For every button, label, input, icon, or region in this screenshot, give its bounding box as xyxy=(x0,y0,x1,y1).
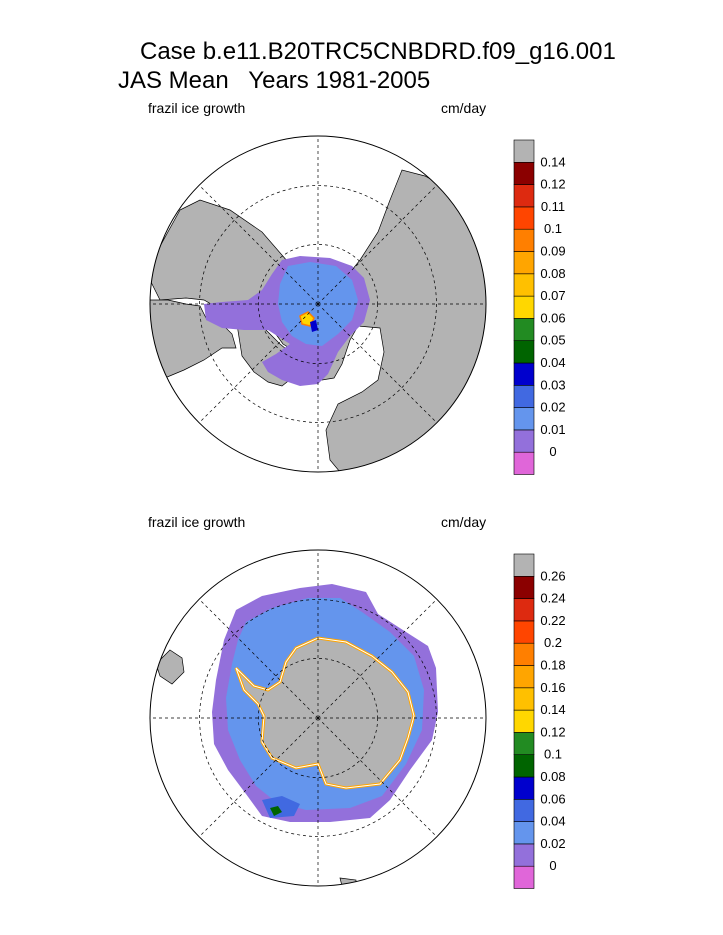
south-colorbar-swatch xyxy=(513,620,535,644)
south-colorbar-swatch xyxy=(513,732,535,756)
north-colorbar-tick-label: 0.12 xyxy=(540,177,565,192)
south-colorbar-swatch xyxy=(513,754,535,778)
south-latitude-circle xyxy=(199,599,437,837)
south-colorbar-tick-label: 0.12 xyxy=(540,724,565,739)
south-colorbar-tick-label: 0.06 xyxy=(540,791,565,806)
south-colorbar-swatch xyxy=(513,865,535,889)
north-colorbar-swatch xyxy=(513,318,535,341)
south-colorbar-tick-label: 0.18 xyxy=(540,658,565,673)
south-meridian-line xyxy=(317,717,438,838)
north-colorbar-tick-label: 0.07 xyxy=(540,288,565,303)
south-latitude-circle xyxy=(258,658,378,778)
north-colorbar-swatch xyxy=(513,451,535,475)
south-meridian-line xyxy=(198,717,319,838)
south-colorbar-tick-label: 0.08 xyxy=(540,769,565,784)
north-colorbar-swatch xyxy=(513,251,535,275)
south-colorbar-swatch xyxy=(513,553,535,577)
south-colorbar-swatch xyxy=(513,798,535,822)
south-colorbar-swatch xyxy=(513,598,535,622)
north-colorbar-swatch xyxy=(513,407,535,431)
panel2-variable-label: frazil ice growth xyxy=(148,514,246,530)
south-colorbar-tick-label: 0.22 xyxy=(540,613,565,628)
north-colorbar-tick-label: 0.09 xyxy=(540,244,565,259)
north-colorbar-tick-label: 0.02 xyxy=(540,400,565,415)
south-land-antarctica-edge xyxy=(235,637,415,789)
south-colorbar-swatch xyxy=(513,821,535,845)
south-colorbar-tick-label: 0 xyxy=(549,858,556,873)
south-colorbar-swatch xyxy=(513,776,535,800)
panel1-variable-label: frazil ice growth xyxy=(148,100,246,116)
north-colorbar-tick-label: 0.11 xyxy=(541,199,565,214)
south-meridian-line xyxy=(317,598,438,719)
north-colorbar-tick-label: 0.08 xyxy=(540,266,565,281)
south-ice-strong xyxy=(262,796,300,818)
south-colorbar-swatch xyxy=(513,665,535,689)
colorbar-south: 0 0.02 0.04 0.06 0.08 0.1 0.12 0.14 0.16 0.18 0.2 0… xyxy=(513,553,566,889)
north-colorbar-swatch xyxy=(513,273,535,297)
south-colorbar-tick-label: 0.24 xyxy=(540,591,565,606)
south-map-border xyxy=(149,549,487,887)
south-colorbar-tick-label: 0.1 xyxy=(544,747,562,762)
north-polar-map xyxy=(149,135,487,473)
south-colorbar-tick-label: 0.02 xyxy=(540,836,565,851)
north-colorbar-tick-label: 0.04 xyxy=(540,355,565,370)
chart-title-line2: JAS Mean Years 1981-2005 xyxy=(118,67,431,94)
north-colorbar-tick-label: 0.01 xyxy=(540,422,565,437)
south-polar-map xyxy=(149,549,487,887)
north-colorbar-swatch xyxy=(513,384,535,408)
colorbar-north: 0 0.01 0.02 0.03 0.04 0.05 0.06 0.07 0.08 0.09 0.1… xyxy=(513,139,566,475)
south-colorbar-tick-label: 0.26 xyxy=(540,568,565,583)
north-colorbar-swatch xyxy=(513,184,535,208)
north-meridian-line xyxy=(198,303,319,424)
north-colorbar-swatch xyxy=(513,362,535,386)
north-colorbar-swatch xyxy=(513,340,535,364)
north-colorbar-tick-label: 0.14 xyxy=(540,154,565,169)
north-colorbar-tick-label: 0.05 xyxy=(540,333,565,348)
south-colorbar-tick-label: 0.04 xyxy=(540,814,565,829)
north-colorbar-tick-label: 0 xyxy=(549,444,556,459)
south-ice-spot xyxy=(270,806,282,816)
panel1-units-label: cm/day xyxy=(441,100,487,116)
north-colorbar-swatch xyxy=(513,228,535,252)
north-meridian-line xyxy=(317,303,438,424)
north-colorbar-swatch xyxy=(513,139,535,163)
north-colorbar-swatch xyxy=(513,295,535,319)
north-meridian-line xyxy=(198,184,319,305)
north-latitude-circle xyxy=(258,244,378,364)
north-colorbar-tick-label: 0.03 xyxy=(540,377,565,392)
north-ice-hotspot-core xyxy=(310,320,318,332)
south-colorbar-tick-label: 0.2 xyxy=(544,635,562,650)
north-colorbar-tick-label: 0.06 xyxy=(540,310,565,325)
south-colorbar-swatch xyxy=(513,843,535,867)
south-colorbar-swatch xyxy=(513,709,535,733)
north-map-border xyxy=(149,135,487,473)
north-latitude-circle xyxy=(199,185,437,423)
south-colorbar-swatch xyxy=(513,642,535,666)
south-grid xyxy=(150,550,486,886)
north-colorbar-swatch xyxy=(513,429,535,453)
south-colorbar-swatch xyxy=(513,687,535,711)
north-colorbar-swatch xyxy=(513,162,535,185)
north-colorbar-swatch xyxy=(513,206,535,230)
south-colorbar-swatch xyxy=(513,575,535,599)
north-meridian-line xyxy=(317,184,438,305)
north-colorbar-tick-label: 0.1 xyxy=(544,221,562,236)
south-colorbar-tick-label: 0.14 xyxy=(540,702,565,717)
south-colorbar-tick-label: 0.16 xyxy=(540,680,565,695)
north-grid xyxy=(150,136,486,472)
panel2-units-label: cm/day xyxy=(441,514,487,530)
chart-title-line1: Case b.e11.B20TRC5CNBDRD.f09_g16.001 xyxy=(140,38,616,65)
south-meridian-line xyxy=(198,598,319,719)
